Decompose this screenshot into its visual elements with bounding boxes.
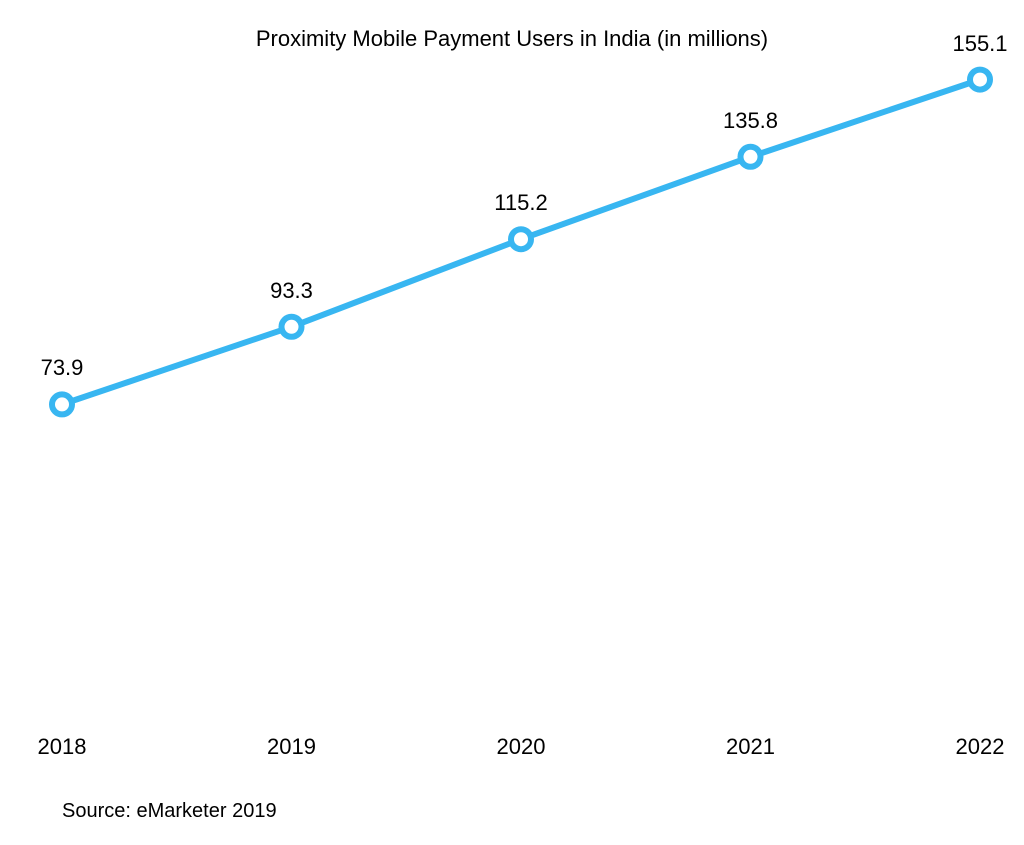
line-chart: Proximity Mobile Payment Users in India … <box>0 0 1024 845</box>
data-point-label: 93.3 <box>270 278 313 304</box>
x-axis-tick-label: 2020 <box>497 734 546 760</box>
data-point <box>282 317 302 337</box>
data-point <box>511 229 531 249</box>
x-axis-tick-label: 2018 <box>38 734 87 760</box>
data-point-label: 135.8 <box>723 108 778 134</box>
data-point <box>52 394 72 414</box>
data-point <box>741 147 761 167</box>
x-axis-tick-label: 2019 <box>267 734 316 760</box>
data-point-label: 73.9 <box>41 355 84 381</box>
chart-plot-area <box>0 0 1024 845</box>
x-axis-tick-label: 2021 <box>726 734 775 760</box>
data-point-label: 115.2 <box>494 190 547 216</box>
x-axis-tick-label: 2022 <box>956 734 1005 760</box>
chart-source-label: Source: eMarketer 2019 <box>62 800 277 823</box>
data-point <box>970 70 990 90</box>
data-point-label: 155.1 <box>952 31 1007 57</box>
